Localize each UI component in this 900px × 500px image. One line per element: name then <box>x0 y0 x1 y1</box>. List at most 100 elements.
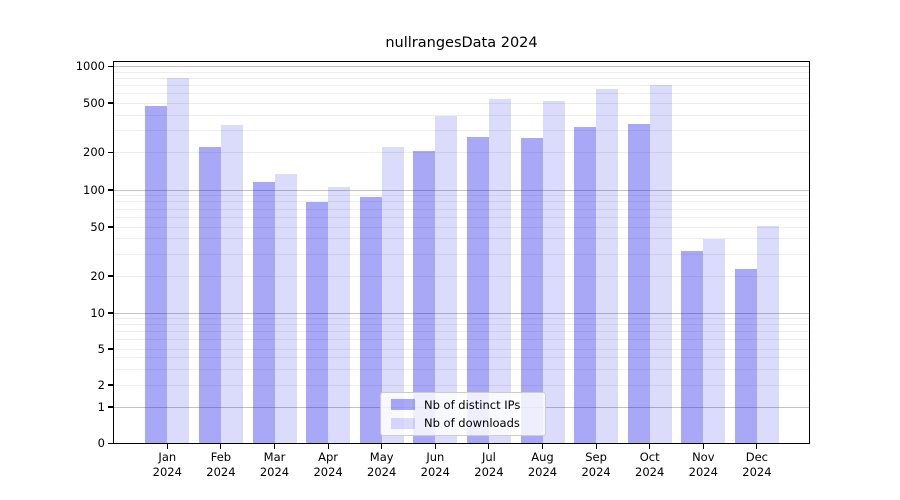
bar-distinct-ips-apr <box>306 201 329 444</box>
grid-line-major <box>113 189 810 191</box>
bar-distinct-ips-jun <box>413 151 436 444</box>
grid-line-minor <box>113 208 810 210</box>
grid-line-minor <box>113 339 810 341</box>
x-tick <box>595 444 597 449</box>
x-tick <box>327 444 329 449</box>
legend-swatch-downloads <box>391 417 415 429</box>
grid-line-minor <box>113 324 810 326</box>
bar-distinct-ips-may <box>359 196 382 444</box>
x-tick <box>434 444 436 449</box>
y-tick-label: 0 <box>97 436 105 450</box>
y-tick-label: 100 <box>83 182 105 197</box>
grid-line-minor <box>113 253 810 255</box>
x-tick-year: 2024 <box>474 465 504 479</box>
grid-line-major <box>113 66 810 67</box>
grid-line-minor <box>113 226 810 228</box>
x-tick-label: Jul 2024 <box>462 450 516 480</box>
grid-line-minor <box>113 130 810 132</box>
legend-label-downloads: Nb of downloads <box>424 416 520 431</box>
grid-line-minor <box>113 275 810 277</box>
grid-line-minor <box>113 201 810 203</box>
x-tick-year: 2024 <box>742 465 772 479</box>
x-tick-label: Jan 2024 <box>140 450 194 480</box>
x-tick-label: Oct 2024 <box>623 450 677 480</box>
x-tick-month: Mar <box>263 450 286 464</box>
x-tick-label: Jun 2024 <box>408 450 462 480</box>
bar-downloads-jul <box>488 99 511 444</box>
x-tick <box>649 444 651 449</box>
bar-distinct-ips-jan <box>145 106 168 444</box>
x-tick-year: 2024 <box>420 465 450 479</box>
grid-line-minor <box>113 317 810 319</box>
grid-line-minor <box>113 331 810 333</box>
bar-downloads-aug <box>542 100 565 444</box>
grid-line-minor <box>113 238 810 240</box>
bar-downloads-jan <box>167 78 190 444</box>
y-tick-label: 10 <box>90 305 105 320</box>
grid-line-minor <box>113 84 810 86</box>
bar-downloads-nov <box>703 238 726 444</box>
x-tick-month: Aug <box>531 450 554 464</box>
y-tick <box>108 65 113 68</box>
bar-distinct-ips-feb <box>198 147 221 444</box>
x-tick-month: Nov <box>692 450 715 464</box>
x-tick-year: 2024 <box>259 465 290 479</box>
legend-item-distinct-ips: Nb of distinct IPs <box>387 397 539 413</box>
grid-line-minor <box>113 152 810 153</box>
grid-line-minor <box>113 368 810 370</box>
x-tick <box>166 444 168 449</box>
bar-distinct-ips-jul <box>466 137 489 444</box>
grid-line-minor <box>113 384 810 386</box>
x-tick-label: Sep 2024 <box>569 450 623 480</box>
y-tick <box>108 406 113 408</box>
y-tick <box>108 384 113 386</box>
grid-line-minor <box>113 348 810 350</box>
y-tick <box>108 102 113 104</box>
y-tick-label: 2 <box>97 377 105 392</box>
y-tick-label: 500 <box>83 95 105 110</box>
y-tick-label: 1000 <box>75 59 105 73</box>
x-tick <box>756 444 758 449</box>
y-tick <box>108 348 113 350</box>
legend-item-downloads: Nb of downloads <box>387 416 539 432</box>
bar-distinct-ips-mar <box>252 182 275 444</box>
bar-downloads-jun <box>435 116 458 444</box>
y-tick-label: 50 <box>90 219 105 234</box>
bar-distinct-ips-dec <box>734 268 757 444</box>
x-tick-label: May 2024 <box>355 450 409 480</box>
x-tick-month: Oct <box>639 450 660 464</box>
x-tick-month: May <box>369 450 394 464</box>
bar-distinct-ips-oct <box>627 123 650 444</box>
bar-downloads-oct <box>649 85 672 444</box>
x-tick-year: 2024 <box>527 465 558 479</box>
grid-line-minor <box>113 195 810 197</box>
x-tick <box>381 444 383 449</box>
y-tick <box>108 226 113 228</box>
legend-swatch-distinct-ips <box>391 399 415 411</box>
bar-downloads-dec <box>756 225 779 444</box>
x-tick-year: 2024 <box>152 465 182 479</box>
x-tick-label: Feb 2024 <box>194 450 248 480</box>
x-tick <box>702 444 704 449</box>
legend-label-distinct-ips: Nb of distinct IPs <box>424 397 521 412</box>
grid-line-minor <box>113 216 810 218</box>
bar-downloads-mar <box>274 173 297 444</box>
x-tick <box>541 444 544 449</box>
grid-line-minor <box>113 77 810 79</box>
y-tick-label: 1 <box>97 399 105 414</box>
grid-line-minor <box>113 102 810 104</box>
bar-downloads-may <box>381 147 404 444</box>
legend: Nb of distinct IPs Nb of downloads <box>380 392 546 436</box>
x-tick-year: 2024 <box>206 465 236 479</box>
bar-distinct-ips-sep <box>574 127 597 444</box>
y-tick <box>108 275 113 277</box>
x-tick-month: Apr <box>318 450 339 464</box>
x-tick-label: Aug 2024 <box>516 450 570 480</box>
grid-line-minor <box>113 92 810 94</box>
x-tick-month: Jul <box>481 450 496 464</box>
grid-line-minor <box>113 357 810 359</box>
grid-line-minor <box>113 71 810 73</box>
x-tick-month: Feb <box>210 450 232 464</box>
x-tick-label: Mar 2024 <box>248 450 302 480</box>
